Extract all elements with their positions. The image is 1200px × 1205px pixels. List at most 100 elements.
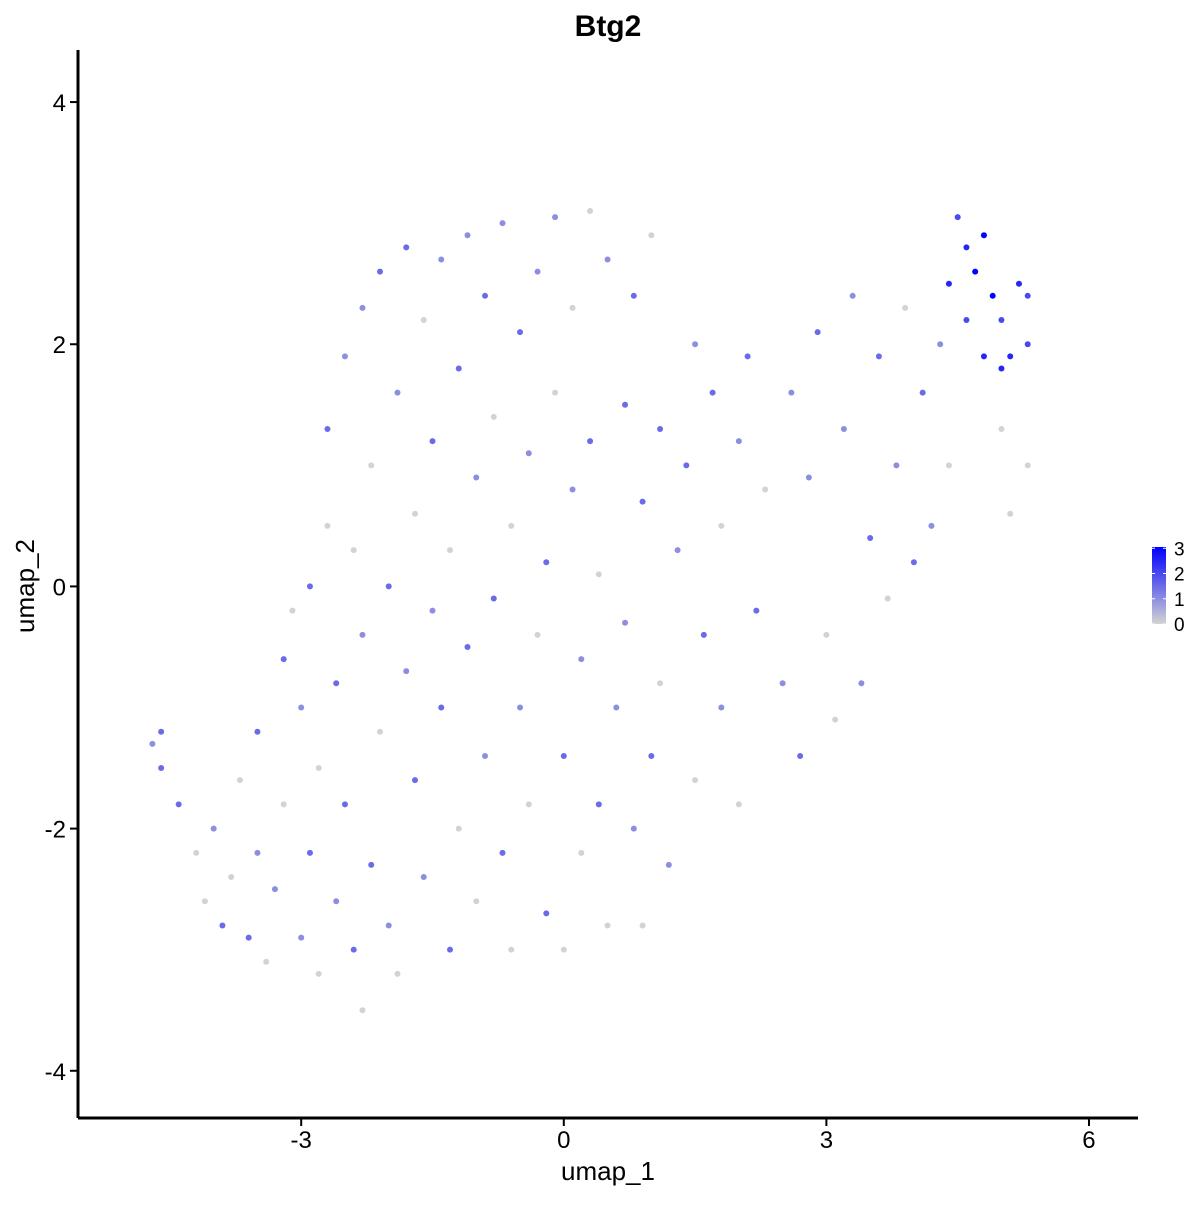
point [814,329,821,336]
point [385,583,392,590]
x-tick-label: 3 [820,1127,833,1154]
point [376,268,383,275]
point [341,801,348,808]
point [420,317,427,324]
point [700,631,707,638]
y-tick-label: 0 [53,574,66,601]
y-tick-label: -2 [45,817,66,844]
point [210,825,217,832]
point [788,389,795,396]
point [508,522,515,529]
point [543,910,550,917]
point [517,329,524,336]
point [158,765,165,772]
point [359,304,366,311]
point [517,704,524,711]
chart-title: Btg2 [575,10,642,43]
point [849,292,856,299]
point [657,426,664,433]
point [464,232,471,239]
point [534,631,541,638]
point [482,292,489,299]
point [648,752,655,759]
point [840,426,847,433]
point [928,522,935,529]
point [753,607,760,614]
point [280,656,287,663]
point [674,547,681,554]
point [543,559,550,566]
point [1015,280,1022,287]
point [236,777,243,784]
point [805,474,812,481]
point [298,704,305,711]
point [298,934,305,941]
point [376,728,383,735]
y-axis-label: umap_2 [10,539,40,633]
point [333,680,340,687]
point [998,426,1005,433]
point [271,886,278,893]
point [630,825,637,832]
point [578,849,585,856]
point [499,220,506,227]
point [858,680,865,687]
point [403,244,410,251]
point [245,934,252,941]
y-tick-label: 2 [53,332,66,359]
point [937,341,944,348]
point [219,922,226,929]
colorbar-tick-label: 0 [1174,615,1185,636]
point [464,643,471,650]
point [552,214,559,221]
x-tick-label: 0 [557,1127,570,1154]
point [604,256,611,263]
point [315,970,322,977]
point [508,946,515,953]
point [639,922,646,929]
point [359,1007,366,1014]
point [350,547,357,554]
point [797,752,804,759]
point [779,680,786,687]
point [482,752,489,759]
x-tick-label: -3 [291,1127,312,1154]
point [622,401,629,408]
point [394,389,401,396]
point [525,801,532,808]
colorbar-tick-label: 2 [1174,565,1185,586]
point [613,704,620,711]
point [149,740,156,747]
point [368,861,375,868]
point [630,292,637,299]
point [639,498,646,505]
point [648,232,655,239]
point [867,534,874,541]
point [683,462,690,469]
point [429,438,436,445]
point [490,595,497,602]
point [438,704,445,711]
x-tick-label: 6 [1082,1127,1095,1154]
point [972,268,979,275]
point [534,268,541,275]
point [473,474,480,481]
point [622,619,629,626]
point [306,849,313,856]
point [473,898,480,905]
point [385,922,392,929]
point [718,522,725,529]
point [735,438,742,445]
point [595,571,602,578]
colorbar [1152,547,1166,624]
point [228,874,235,881]
point [893,462,900,469]
point [884,595,891,602]
point [998,365,1005,372]
point [718,704,725,711]
point [989,292,996,299]
point [263,958,270,965]
point [963,317,970,324]
point [919,389,926,396]
